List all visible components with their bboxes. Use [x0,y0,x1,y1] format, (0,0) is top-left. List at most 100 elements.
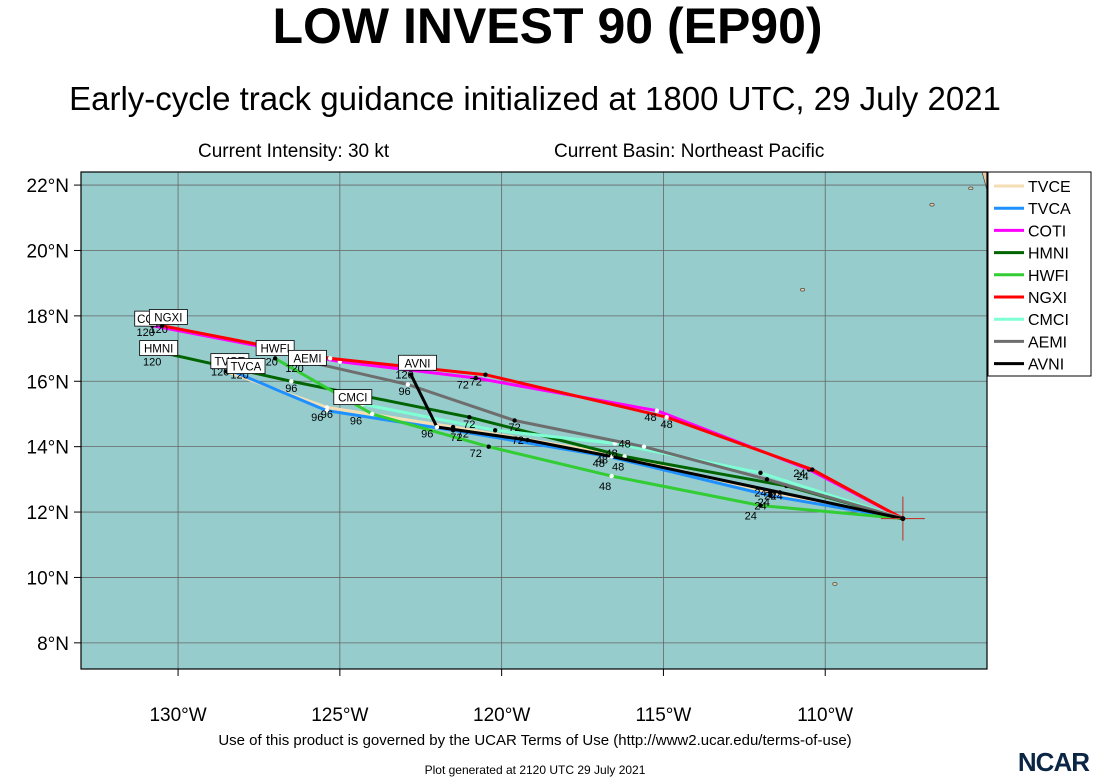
track-end-label: AVNI [405,358,431,370]
forecast-hour-label: 48 [596,455,608,467]
track-point [810,467,815,472]
forecast-hour-label: 120 [137,327,155,339]
track-point [758,503,763,508]
track-point [408,372,414,377]
track-point [405,382,411,387]
forecast-hour-label: 24 [764,491,776,503]
forecast-hour-label: 72 [508,422,520,434]
land-islet [800,288,806,292]
legend-label-coti: COTI [1028,223,1066,240]
track-point [289,379,294,384]
track-point [777,490,783,495]
chart-title: LOW INVEST 90 (EP90) [272,0,823,54]
legend-label-ngxi: NGXI [1028,290,1067,307]
forecast-hour-label: 120 [211,366,229,378]
forecast-hour-label: 48 [593,458,605,470]
track-point [492,428,498,433]
forecast-hour-label: 72 [470,376,482,388]
forecast-hour-label: 48 [661,419,673,431]
track-tvca [232,370,904,521]
y-tick-label: 14°N [27,438,69,459]
forecast-hour-label: 72 [457,380,469,392]
forecast-hour-label: 72 [450,432,462,444]
map-axes: 130°W 125°W 120°W 115°W 110°W 8°N 10°N 12°N 14°N… [27,171,988,726]
legend-label-tvce: TVCE [1028,179,1071,196]
track-end-label-box [255,340,295,356]
track-point [609,473,614,479]
y-tick-label: 16°N [27,372,69,393]
track-point [473,375,478,381]
track-point [664,415,669,420]
y-tick-label: 22°N [27,176,69,197]
x-tick-label: 115°W [636,705,692,726]
ncar-logo: NCAR [1017,747,1090,777]
forecast-hour-label: 72 [457,429,469,441]
track-end-label-box [226,358,266,374]
forecast-hour-label: 120 [395,370,413,382]
track-point [467,415,472,420]
forecast-hour-label: 72 [512,435,524,447]
track-point [272,356,278,361]
forecast-hour-label: 48 [618,438,630,450]
track-aemi [307,360,904,521]
x-tick-label: 130°W [149,705,206,726]
track-end-label-box [139,340,179,356]
track-point [758,470,763,476]
track-end-label-box [333,389,373,406]
track-end-label: NGXI [154,313,182,325]
track-point [486,444,491,449]
forecast-hour-label: 24 [754,501,766,513]
track-point [768,493,773,498]
x-tick-label: 125°W [311,705,368,726]
legend: TVCE TVCA COTI HMNI HWFI NGXI CMCI AEMI AVNI [987,171,1092,377]
current-position-dot [900,516,906,522]
forecast-hour-label: 24 [796,471,808,483]
track-point [525,437,530,443]
forecast-hour-label: 24 [754,487,766,499]
plot-frame [80,171,988,670]
y-tick-label: 12°N [27,503,69,524]
y-tick-label: 10°N [27,568,69,589]
forecast-hour-label: 72 [463,419,475,431]
current-basin: Current Basin: Northeast Pacific [554,141,825,162]
y-tick-label: 20°N [27,241,69,262]
forecast-hour-label: 24 [771,491,783,503]
forecast-hour-label: 96 [350,416,362,428]
track-end-label-box [288,349,327,366]
land-islet [968,186,974,191]
forecast-hour-label: 48 [644,412,656,424]
current-intensity: Current Intensity: 30 kt [198,141,390,162]
track-end-label-box [148,309,188,325]
track-point [641,444,647,449]
forecast-hour-label: 96 [311,412,323,424]
terms-of-use: Use of this product is governed by the U… [218,732,852,749]
track-point [764,477,770,482]
legend-label-aemi: AEMI [1028,334,1067,351]
track-end-label: AEMI [293,353,321,365]
track-point [324,405,330,410]
chart-subtitle: Early-cycle track guidance initialized a… [69,80,1001,117]
legend-label-tvca: TVCA [1028,201,1071,218]
track-avni [409,374,904,521]
forecast-hour-label: 120 [285,363,303,375]
track-point [324,408,330,413]
x-tick-label: 120°W [473,705,530,726]
forecast-hour-label: 96 [398,386,410,398]
legend-label-hwfi: HWFI [1028,268,1069,285]
y-tick-label: 8°N [37,634,69,655]
track-point [483,372,488,377]
track-end-label: CMCI [338,393,367,405]
track-point [609,454,614,459]
legend-label-hmni: HMNI [1028,246,1069,263]
forecast-hour-label: 96 [421,429,433,441]
forecast-hour-label: 96 [321,409,333,421]
forecast-hour-label: 120 [149,324,167,336]
forecast-hour-label: 48 [612,461,624,473]
track-point [654,408,660,413]
forecast-hour-label: 24 [745,510,757,522]
y-tick-label: 18°N [27,307,69,328]
land-islet [929,202,935,207]
land-islet [832,582,838,586]
forecast-hour-label: 48 [599,481,611,493]
forecast-hour-label: 96 [285,383,297,395]
